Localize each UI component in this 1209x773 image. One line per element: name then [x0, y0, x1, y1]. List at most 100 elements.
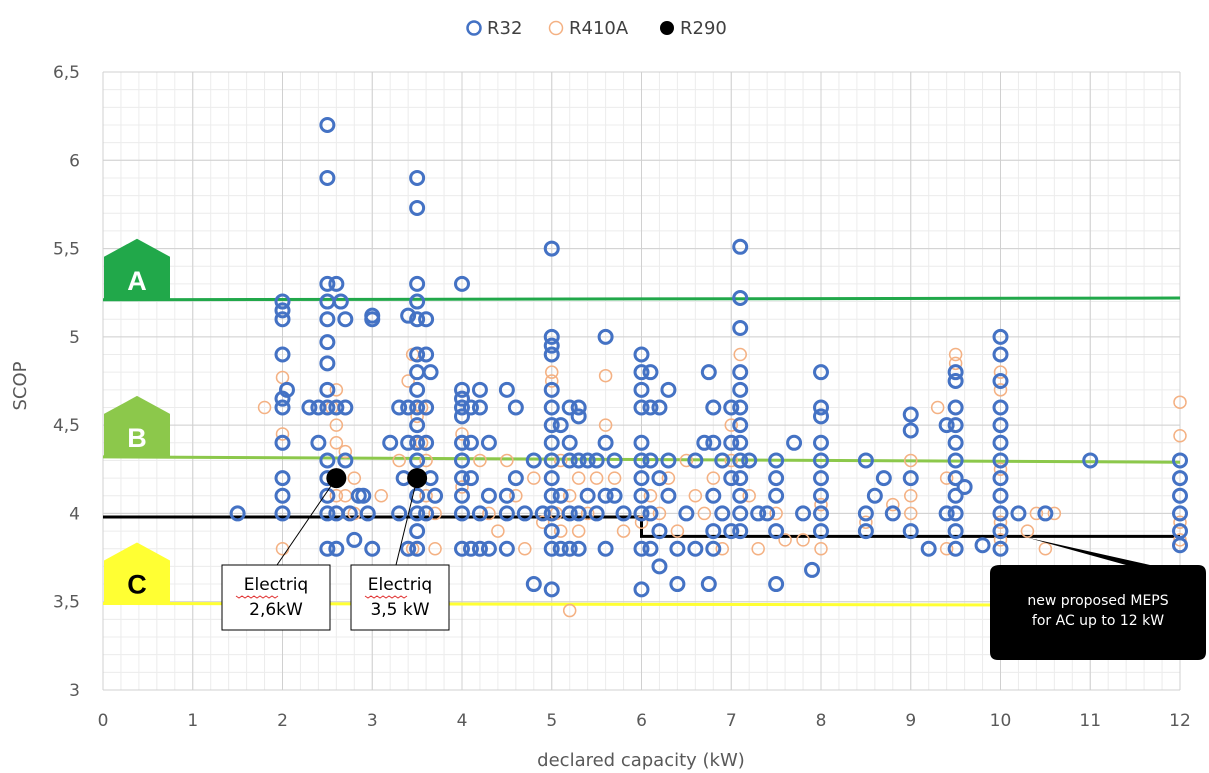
meps-callout-text: new proposed MEPS [1027, 593, 1168, 609]
data-point-r32 [301, 399, 318, 416]
data-point-r410a [589, 471, 604, 485]
data-point-r32 [498, 540, 515, 557]
data-point-r32 [732, 290, 749, 307]
data-point-r32 [633, 381, 650, 398]
data-point-r32 [409, 311, 426, 328]
data-point-r410a [392, 453, 406, 468]
data-point-r32 [552, 540, 569, 557]
data-point-r32 [992, 540, 1009, 557]
data-point-r32 [947, 452, 964, 469]
data-point-r410a [455, 427, 469, 441]
data-point-r32 [341, 505, 358, 522]
data-point-r32 [597, 540, 614, 557]
data-point-r32 [813, 452, 829, 469]
data-point-r32 [1172, 537, 1188, 554]
data-point-r32 [615, 505, 632, 522]
data-point-r410a [904, 489, 918, 503]
data-point-r32 [543, 417, 560, 434]
data-point-r32 [813, 434, 829, 451]
data-point-r32 [274, 346, 291, 363]
data-point-r410a [688, 489, 703, 503]
data-point-r410a [939, 541, 954, 556]
data-point-r32 [561, 434, 578, 451]
data-point-r410a [401, 374, 415, 388]
data-point-r32 [992, 505, 1009, 522]
data-point-r32 [409, 346, 426, 363]
data-point-r32 [696, 434, 713, 451]
data-point-r32 [364, 540, 381, 557]
spellcheck-underline [364, 595, 408, 599]
data-point-r32 [409, 434, 426, 451]
data-point-r32 [543, 523, 560, 540]
data-point-r32 [274, 311, 291, 328]
data-point-r410a [679, 453, 694, 468]
data-point-r32 [857, 523, 874, 540]
data-point-r32 [409, 199, 426, 216]
data-point-r410a [607, 471, 622, 485]
data-point-r410a [948, 356, 963, 371]
data-point-r32 [454, 452, 470, 469]
data-point-r32 [597, 487, 614, 504]
callout-pointer [276, 477, 337, 566]
data-point-r32 [579, 452, 596, 469]
data-point-r32 [723, 399, 740, 416]
data-point-r32 [992, 523, 1009, 540]
data-point-r32 [418, 505, 435, 522]
data-point-r32 [319, 355, 336, 372]
data-point-r410a [724, 453, 738, 468]
data-point-r32 [992, 452, 1009, 469]
data-point-r32 [507, 470, 524, 487]
data-point-r32 [857, 452, 874, 469]
data-point-r32 [947, 364, 964, 381]
data-point-r410a [904, 506, 918, 521]
data-point-r32 [768, 470, 785, 487]
data-point-r32 [400, 399, 417, 416]
data-point-r32 [732, 238, 749, 255]
spellcheck-underline [235, 595, 279, 599]
data-point-r32 [714, 452, 731, 469]
meps-callout-text: for AC up to 12 kW [1032, 613, 1164, 629]
data-point-r32 [319, 116, 336, 133]
legend: R32 R410A R290 [466, 18, 727, 39]
data-point-r32 [588, 505, 605, 522]
data-point-r410a [571, 524, 586, 538]
data-point-r32 [633, 505, 650, 522]
data-point-r410a [553, 453, 568, 468]
data-point-r32 [561, 399, 578, 416]
data-point-r32 [813, 470, 829, 487]
callout-pointer [395, 477, 418, 566]
data-point-r32 [992, 470, 1009, 487]
data-point-r32 [400, 434, 417, 451]
data-point-r32 [633, 452, 650, 469]
data-point-r32 [642, 452, 659, 469]
data-point-r32 [454, 381, 470, 398]
y-axis-ticks: 3 3,5 4 4,5 5 5,5 6 6,5 [53, 63, 80, 701]
data-point-r410a [859, 515, 873, 530]
data-point-r32 [364, 311, 381, 328]
data-point-r32 [337, 399, 354, 416]
data-point-r32 [642, 364, 659, 381]
data-point-r32 [543, 240, 560, 257]
data-point-r410a [329, 383, 344, 397]
data-point-r32 [543, 470, 560, 487]
data-point-r32 [633, 399, 650, 416]
data-point-r32 [947, 487, 964, 504]
data-point-r32 [947, 373, 964, 389]
data-point-r32 [543, 540, 560, 557]
data-point-r32 [768, 487, 785, 504]
data-point-r32 [660, 452, 677, 469]
data-point-r32 [543, 328, 560, 345]
data-point-r32 [409, 540, 426, 557]
data-point-r410a [814, 497, 828, 512]
data-point-r32 [543, 381, 560, 398]
data-point-r32 [857, 505, 874, 522]
data-point-r32 [471, 540, 488, 557]
data-point-r32 [543, 505, 560, 522]
y-tick-label: 6 [69, 151, 80, 171]
data-point-r410a [661, 471, 676, 485]
data-point-r32 [462, 434, 479, 451]
data-point-r32 [462, 540, 479, 557]
data-point-r32 [705, 540, 722, 557]
data-point-r410a [545, 374, 559, 388]
